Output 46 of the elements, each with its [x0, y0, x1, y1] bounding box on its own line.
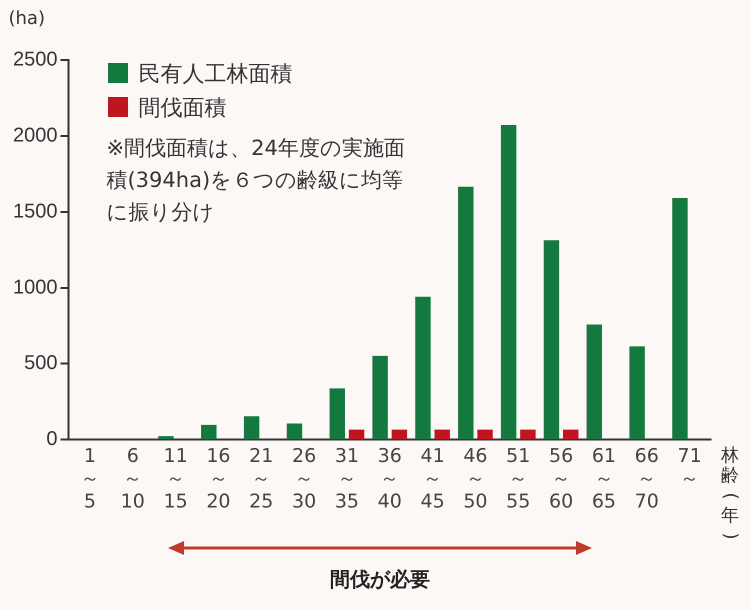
x-axis-title: 林齢(年) — [719, 444, 741, 542]
y-tick-label: 500 — [24, 352, 58, 374]
x-tick-label: 16～20 — [206, 444, 231, 513]
bar — [477, 430, 493, 440]
bar — [158, 436, 174, 440]
x-tick-label: 26～30 — [292, 444, 316, 513]
bar — [286, 424, 302, 440]
bar — [244, 416, 260, 440]
x-tick-label: 6～10 — [120, 444, 145, 513]
x-tick-label: 11～15 — [163, 444, 188, 513]
x-tick-label: 46～50 — [463, 444, 488, 513]
bar — [629, 346, 645, 440]
y-tick-label: 2500 — [12, 48, 58, 71]
x-tick-label: 71～ — [677, 444, 702, 490]
y-tick-label: 1000 — [12, 276, 58, 298]
x-tick-label: 36～40 — [378, 444, 402, 513]
bar — [520, 430, 536, 440]
bar — [372, 356, 388, 440]
x-tick-label: 1～5 — [80, 444, 100, 513]
bar — [458, 186, 474, 440]
x-tick-label: 56～60 — [548, 444, 574, 513]
bar — [415, 296, 431, 440]
y-tick-label: 0 — [46, 428, 58, 450]
y-tick-label: 1500 — [12, 200, 58, 222]
legend-label: 民有人工林面積 — [137, 61, 292, 89]
bar — [586, 324, 602, 440]
x-tick-label: 51～55 — [506, 444, 530, 513]
x-tick-label: 41～45 — [420, 444, 445, 513]
bar — [201, 424, 216, 440]
bar — [434, 430, 450, 440]
bar — [563, 430, 578, 440]
y-axis-title: (ha) — [8, 8, 45, 29]
annotation: ※間伐面積は、24年度の実施面積(394ha)を６つの齢級に均等に振り分け — [106, 135, 406, 226]
x-tick-label: 61～65 — [592, 444, 616, 513]
bar — [544, 240, 560, 440]
bar — [672, 198, 688, 440]
x-tick-label: 66～70 — [634, 444, 659, 513]
x-tick-label: 31～35 — [334, 444, 360, 513]
bar — [348, 430, 364, 440]
legend-label: 間伐面積 — [137, 95, 228, 123]
y-tick-label: 2000 — [12, 124, 58, 146]
x-tick-label: 21～25 — [249, 444, 274, 513]
bar — [500, 124, 516, 440]
bar — [330, 388, 345, 440]
bar — [392, 430, 408, 440]
text: 間伐が必要 — [330, 566, 430, 593]
